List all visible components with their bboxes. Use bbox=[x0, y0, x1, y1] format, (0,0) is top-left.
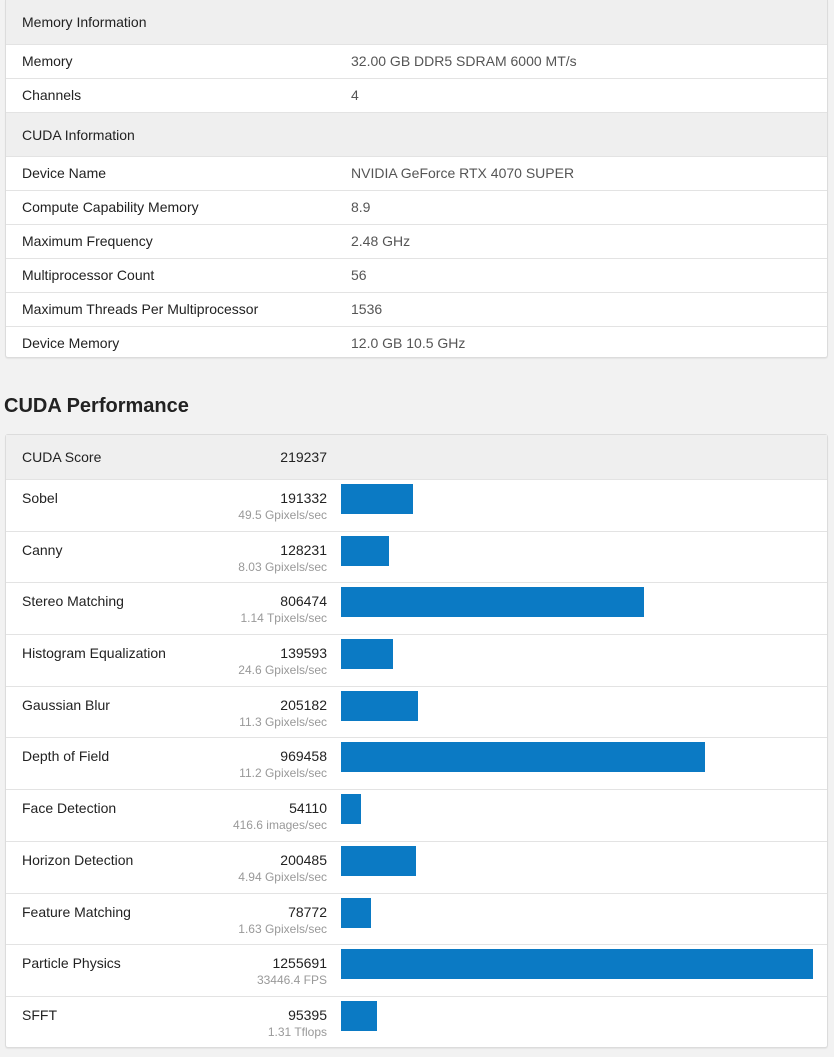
benchmark-score: 54110 bbox=[289, 800, 327, 817]
info-value: 2.48 GHz bbox=[351, 233, 411, 249]
benchmark-rate: 33446.4 FPS bbox=[256, 973, 327, 988]
benchmark-row: Sobel 191332 49.5 Gpixels/sec bbox=[6, 479, 827, 531]
info-value: 1536 bbox=[351, 301, 383, 317]
info-row-compute-capability: Compute Capability Memory 8.9 bbox=[6, 190, 827, 224]
cuda-score-label: CUDA Score bbox=[22, 449, 102, 465]
cuda-performance-panel: CUDA Score 219237 Sobel 191332 49.5 Gpixel… bbox=[5, 434, 828, 1048]
benchmark-rate: 1.31 Tflops bbox=[267, 1024, 327, 1039]
benchmark-name: SFFT bbox=[22, 1006, 57, 1023]
benchmark-name: Canny bbox=[22, 541, 63, 558]
info-label: Memory bbox=[22, 53, 73, 69]
benchmark-score: 806474 bbox=[280, 593, 327, 610]
benchmark-score: 128231 bbox=[280, 541, 327, 558]
benchmark-name: Particle Physics bbox=[22, 955, 121, 972]
benchmark-name: Sobel bbox=[22, 490, 58, 506]
benchmark-bar bbox=[341, 690, 418, 721]
benchmark-name: Feature Matching bbox=[22, 903, 131, 920]
benchmark-bar bbox=[341, 484, 413, 514]
info-row-device-memory: Device Memory 12.0 GB 10.5 GHz bbox=[6, 326, 827, 360]
benchmark-score: 969458 bbox=[280, 748, 327, 765]
benchmark-rate: 4.94 Gpixels/sec bbox=[238, 869, 327, 884]
benchmark-row: Depth of Field 969458 11.2 Gpixels/sec bbox=[6, 737, 827, 789]
cuda-info-header: CUDA Information bbox=[6, 112, 827, 156]
system-info-panel: Memory Information Memory 32.00 GB DDR5 … bbox=[5, 0, 828, 358]
info-label: Device Memory bbox=[22, 335, 120, 351]
benchmark-score: 78772 bbox=[288, 903, 327, 920]
cuda-score-row: CUDA Score 219237 bbox=[6, 435, 827, 479]
info-value: 8.9 bbox=[351, 199, 371, 215]
benchmark-score: 191332 bbox=[280, 490, 327, 506]
benchmark-bar bbox=[341, 587, 644, 618]
info-label: Maximum Frequency bbox=[22, 233, 153, 249]
benchmark-row: Feature Matching 78772 1.63 Gpixels/sec bbox=[6, 892, 827, 945]
info-row-max-frequency: Maximum Frequency 2.48 GHz bbox=[6, 224, 827, 258]
benchmark-rate: 1.14 Tpixels/sec bbox=[240, 611, 328, 626]
benchmark-row: Histogram Equalization 139593 24.6 Gpixels… bbox=[6, 634, 827, 686]
info-label: Device Name bbox=[22, 165, 107, 181]
benchmark-bar bbox=[341, 639, 393, 670]
info-value: 12.0 GB 10.5 GHz bbox=[351, 335, 466, 351]
benchmark-row: Particle Physics 1255691 33446.4 FPS bbox=[6, 944, 827, 996]
benchmark-name: Horizon Detection bbox=[22, 851, 134, 868]
benchmark-bar bbox=[341, 1000, 377, 1031]
info-value: 56 bbox=[351, 267, 367, 283]
benchmark-score: 95395 bbox=[288, 1006, 327, 1023]
benchmark-bar bbox=[341, 845, 416, 876]
benchmark-bar bbox=[341, 535, 389, 566]
memory-info-header: Memory Information bbox=[6, 0, 827, 44]
benchmark-bar bbox=[341, 742, 705, 773]
benchmark-rate: 11.3 Gpixels/sec bbox=[239, 714, 327, 729]
cuda-score-value: 219237 bbox=[280, 449, 327, 465]
benchmark-row: Horizon Detection 200485 4.94 Gpixels/sec bbox=[6, 840, 827, 893]
benchmark-name: Stereo Matching bbox=[22, 593, 124, 610]
info-row-channels: Channels 4 bbox=[6, 78, 827, 112]
benchmark-list: Sobel 191332 49.5 Gpixels/sec Canny 128231 8.… bbox=[6, 479, 827, 1048]
info-label: Compute Capability Memory bbox=[22, 199, 199, 215]
cuda-performance-title: CUDA Performance bbox=[4, 395, 189, 417]
benchmark-row: Face Detection 54110 416.6 images/sec bbox=[6, 789, 827, 841]
info-row-multiprocessor-count: Multiprocessor Count 56 bbox=[6, 258, 827, 292]
info-label: Maximum Threads Per Multiprocessor bbox=[22, 301, 259, 317]
benchmark-score: 205182 bbox=[280, 696, 327, 713]
benchmark-rate: 416.6 images/sec bbox=[232, 818, 327, 833]
info-label: Channels bbox=[22, 87, 82, 103]
benchmark-row: Gaussian Blur 205182 11.3 Gpixels/sec bbox=[6, 685, 827, 738]
benchmark-rate: 1.63 Gpixels/sec bbox=[238, 921, 327, 936]
info-row-device-name: Device Name NVIDIA GeForce RTX 4070 SUPE… bbox=[6, 156, 827, 190]
benchmark-name: Face Detection bbox=[22, 800, 117, 817]
benchmark-score: 139593 bbox=[280, 645, 327, 662]
benchmark-bar bbox=[341, 794, 361, 825]
benchmark-rate: 11.2 Gpixels/sec bbox=[239, 766, 327, 781]
benchmark-name: Depth of Field bbox=[22, 748, 110, 765]
benchmark-row: Stereo Matching 806474 1.14 Tpixels/sec bbox=[6, 582, 827, 634]
benchmark-score: 1255691 bbox=[272, 955, 327, 972]
benchmark-row: Canny 128231 8.03 Gpixels/sec bbox=[6, 530, 827, 583]
benchmark-score: 200485 bbox=[280, 851, 327, 868]
info-value: 32.00 GB DDR5 SDRAM 6000 MT/s bbox=[351, 53, 577, 69]
info-row-memory: Memory 32.00 GB DDR5 SDRAM 6000 MT/s bbox=[6, 44, 827, 78]
benchmark-bar bbox=[341, 897, 371, 928]
info-label: Multiprocessor Count bbox=[22, 267, 155, 283]
benchmark-rate: 8.03 Gpixels/sec bbox=[238, 559, 327, 574]
benchmark-name: Gaussian Blur bbox=[22, 696, 110, 713]
info-value: NVIDIA GeForce RTX 4070 SUPER bbox=[351, 165, 575, 181]
benchmark-bar bbox=[341, 949, 813, 980]
info-value: 4 bbox=[351, 87, 359, 103]
benchmark-rate: 49.5 Gpixels/sec bbox=[238, 508, 327, 522]
benchmark-name: Histogram Equalization bbox=[22, 645, 166, 662]
benchmark-rate: 24.6 Gpixels/sec bbox=[238, 663, 327, 678]
info-row-max-threads: Maximum Threads Per Multiprocessor 1536 bbox=[6, 292, 827, 326]
benchmark-row: SFFT 95395 1.31 Tflops bbox=[6, 995, 827, 1048]
